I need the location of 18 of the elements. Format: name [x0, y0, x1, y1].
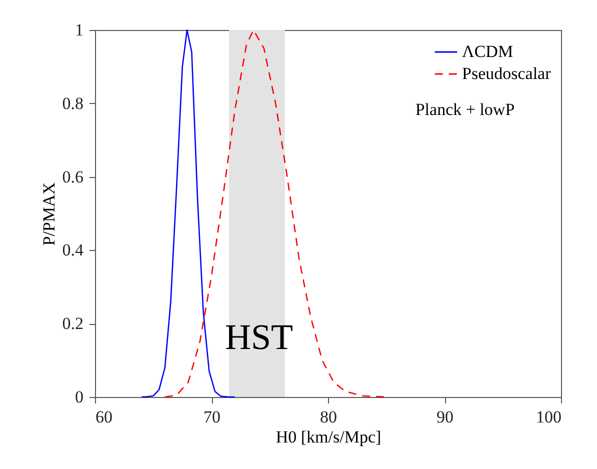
x-tick-label: 60 [96, 408, 112, 426]
x-tick-label: 80 [320, 408, 337, 426]
annotation: Planck + lowP [415, 100, 515, 119]
x-tick-label: 70 [204, 408, 220, 426]
legend-label: Pseudoscalar [462, 64, 552, 83]
band-label: HST [224, 317, 293, 357]
y-tick-label: 0.2 [62, 314, 84, 334]
x-tick-label: 100 [536, 408, 562, 426]
legend-label: ΛCDM [462, 42, 514, 61]
y-tick-label: 0 [75, 388, 84, 406]
y-tick-label: 0.6 [62, 167, 84, 186]
x-axis-title: H0 [km/s/Mpc] [276, 428, 382, 446]
y-tick-label: 0.4 [62, 240, 84, 260]
line-series [164, 29, 387, 398]
y-tick-label: 0.8 [62, 94, 84, 113]
x-tick-label: 90 [436, 408, 454, 426]
y-axis-title: P/PMAX [39, 182, 58, 246]
y-tick-label: 1 [75, 20, 84, 40]
